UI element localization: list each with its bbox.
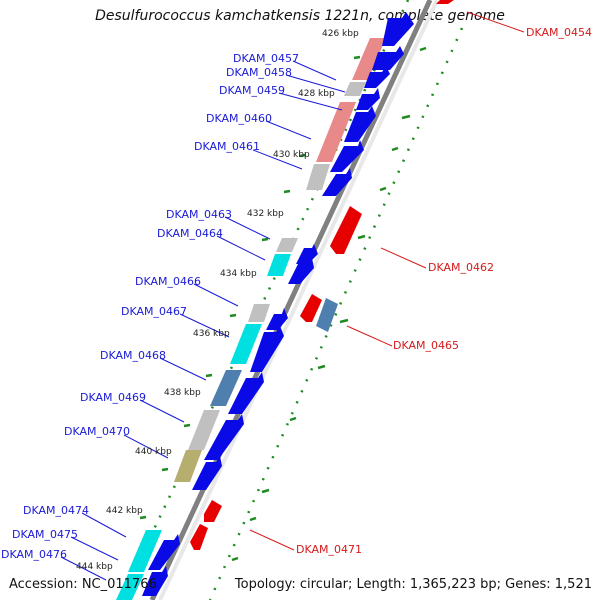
cog-block xyxy=(344,82,366,96)
gc-skew-track-left xyxy=(139,55,361,520)
gene-label: DKAM_0459 xyxy=(219,84,285,97)
gene-label: DKAM_0462 xyxy=(428,261,494,274)
tick-label: 438 kbp xyxy=(164,388,201,398)
forward-gene xyxy=(250,326,284,372)
forward-gene xyxy=(364,66,390,88)
cog-block xyxy=(352,38,386,80)
topology-text: Topology: circular; Length: 1,365,223 bp… xyxy=(234,577,592,592)
reverse-gene xyxy=(204,500,222,522)
genome-backbone xyxy=(149,0,433,600)
gene-label: DKAM_0464 xyxy=(157,227,223,240)
forward-gene xyxy=(322,168,352,196)
gene-label: DKAM_0474 xyxy=(23,504,89,517)
reverse-gene xyxy=(300,294,322,322)
cog-block xyxy=(210,370,242,406)
tick-label: 442 kbp xyxy=(106,506,143,516)
cog-block xyxy=(276,238,298,252)
right-gene-labels: DKAM_0454 DKAM_0462 DKAM_0465 DKAM_0471 xyxy=(296,26,592,556)
left-leaders xyxy=(60,60,346,581)
cog-block xyxy=(230,324,262,364)
cog-block xyxy=(128,530,162,572)
cog-block xyxy=(267,254,291,276)
forward-gene xyxy=(142,566,168,596)
gene-label: DKAM_0457 xyxy=(233,52,299,65)
forward-gene xyxy=(204,414,244,460)
tick-label: 444 kbp xyxy=(76,562,113,572)
forward-gene xyxy=(296,244,318,264)
gene-label: DKAM_0463 xyxy=(166,208,232,221)
gene-label: DKAM_0458 xyxy=(226,66,292,79)
gene-label: DKAM_0470 xyxy=(64,425,130,438)
forward-gene xyxy=(356,88,380,110)
gene-label: DKAM_0468 xyxy=(100,349,166,362)
forward-gene xyxy=(192,456,222,490)
tick-label: 430 kbp xyxy=(273,150,310,160)
forward-gene xyxy=(382,12,414,46)
tick-label: 436 kbp xyxy=(193,329,230,339)
reverse-genes xyxy=(190,0,454,550)
forward-gene xyxy=(330,140,364,172)
forward-gene xyxy=(372,46,404,70)
cog-block xyxy=(316,298,338,332)
forward-gene xyxy=(266,308,288,330)
gene-label: DKAM_0467 xyxy=(121,305,187,318)
cog-block xyxy=(116,574,144,600)
gene-label: DKAM_0476 xyxy=(1,548,67,561)
accession-text: Accession: NC_011766 xyxy=(9,577,157,592)
outer-dotted-ring-a xyxy=(208,27,464,600)
forward-gene xyxy=(148,534,180,570)
gene-label: DKAM_0469 xyxy=(80,391,146,404)
cog-block xyxy=(306,164,330,190)
gene-label: DKAM_0466 xyxy=(135,275,201,288)
gene-label: DKAM_0461 xyxy=(194,140,260,153)
forward-gene xyxy=(344,106,376,142)
cog-block xyxy=(188,410,220,450)
tick-labels: 426 kbp 428 kbp 430 kbp 432 kbp 434 kbp … xyxy=(76,29,359,572)
tick-label: 428 kbp xyxy=(298,89,335,99)
tick-label: 434 kbp xyxy=(220,269,257,279)
forward-gene xyxy=(228,372,264,414)
cog-block xyxy=(316,102,356,162)
genome-backbone-highlight xyxy=(158,0,439,600)
cog-block xyxy=(174,450,202,482)
gc-skew-track xyxy=(231,46,427,562)
forward-gene xyxy=(288,258,314,284)
gene-label: DKAM_0454 xyxy=(526,26,592,39)
reverse-gene xyxy=(436,0,454,4)
gene-label: DKAM_0471 xyxy=(296,543,362,556)
forward-genes xyxy=(142,12,414,596)
reverse-gene xyxy=(330,206,362,254)
left-gene-labels: DKAM_0457 DKAM_0458 DKAM_0459 DKAM_0460 … xyxy=(1,52,299,561)
gene-label: DKAM_0475 xyxy=(12,528,78,541)
cog-block xyxy=(248,304,270,322)
gene-label: DKAM_0465 xyxy=(393,339,459,352)
tick-label: 426 kbp xyxy=(322,29,359,39)
right-leaders xyxy=(249,11,525,551)
cog-track xyxy=(116,38,386,600)
tick-label: 440 kbp xyxy=(135,447,172,457)
tick-label: 432 kbp xyxy=(247,209,284,219)
gene-label: DKAM_0460 xyxy=(206,112,272,125)
reverse-gene xyxy=(190,524,208,550)
